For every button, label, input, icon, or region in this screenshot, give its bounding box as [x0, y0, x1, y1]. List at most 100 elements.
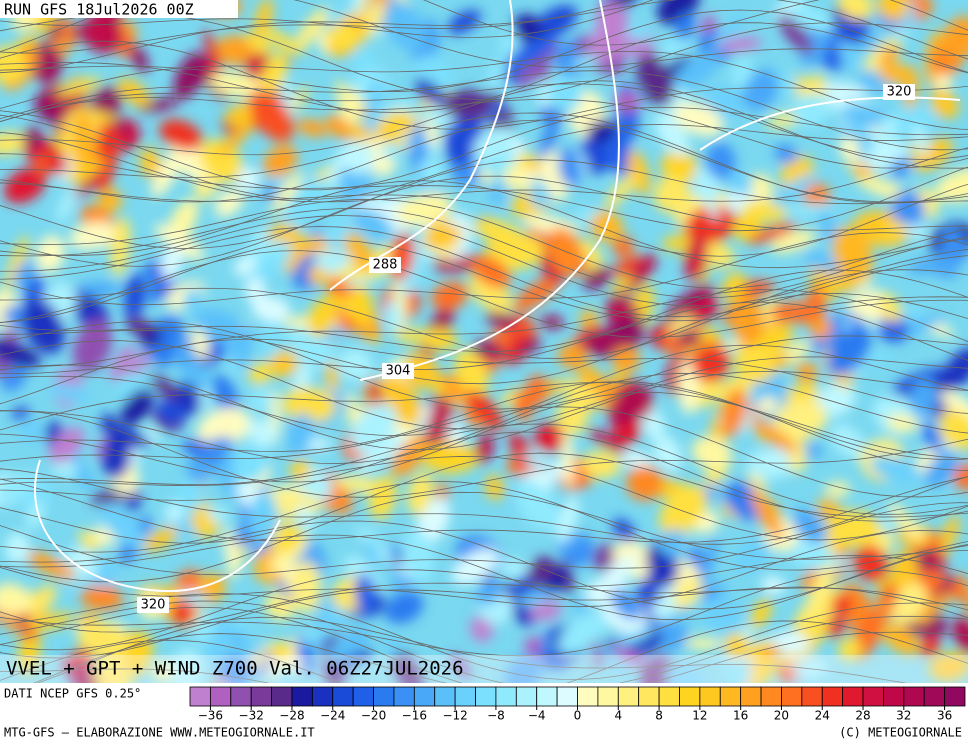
field-blob — [702, 595, 742, 632]
field-blob — [26, 501, 45, 529]
streamline — [0, 586, 968, 659]
field-blob — [435, 483, 450, 500]
field-blob — [929, 652, 968, 682]
field-blob — [771, 174, 815, 207]
field-blob — [830, 424, 865, 458]
field-blob — [641, 407, 665, 440]
field-blob — [788, 5, 836, 32]
streamline — [0, 112, 968, 204]
field-blob — [881, 623, 920, 656]
field-blob — [523, 451, 551, 465]
field-blob — [701, 536, 719, 581]
field-blob — [5, 235, 29, 290]
streamline — [0, 382, 968, 460]
field-blob — [674, 12, 696, 40]
field-blob — [143, 526, 178, 552]
colorbar-swatch — [250, 686, 272, 707]
streamline — [0, 452, 968, 544]
field-blob — [414, 78, 448, 107]
field-blob — [81, 13, 124, 54]
field-blob — [685, 637, 723, 650]
streamline — [33, 633, 448, 683]
field-blob — [921, 420, 944, 455]
run-box — [0, 0, 238, 18]
field-blob — [607, 385, 653, 425]
field-blob — [547, 77, 582, 113]
field-blob — [573, 597, 589, 614]
field-blob — [232, 442, 268, 484]
colorbar-swatch — [311, 686, 334, 707]
colorbar-swatch — [556, 686, 578, 707]
field-blob — [911, 590, 957, 621]
field-blob — [732, 212, 762, 242]
field-blob — [472, 340, 505, 360]
field-blob — [810, 317, 832, 340]
field-blob — [517, 41, 558, 89]
streamline — [0, 239, 968, 323]
field-blob — [248, 89, 294, 142]
colorbar-swatch — [679, 686, 701, 707]
contour-label: 304 — [386, 364, 411, 379]
field-blob — [11, 407, 31, 420]
field-blob — [613, 255, 643, 277]
streamline — [0, 70, 968, 151]
field-blob — [205, 618, 234, 664]
streamline — [0, 569, 968, 651]
streamline — [0, 320, 968, 410]
field-blob — [77, 621, 130, 658]
field-blob — [556, 395, 589, 436]
field-blob — [251, 295, 291, 322]
field-blob — [673, 576, 703, 610]
field-blob — [761, 576, 786, 594]
field-blob — [47, 383, 92, 403]
colorbar-swatch — [454, 686, 476, 707]
contour-label: 320 — [887, 85, 912, 100]
field-blob — [647, 555, 679, 590]
field-blob — [579, 309, 598, 327]
wind-streamlines — [0, 0, 968, 683]
colorbar-swatch — [434, 686, 456, 707]
colorbar-tick-label: −4 — [528, 709, 546, 723]
field-blob — [170, 599, 195, 626]
field-blob — [730, 170, 752, 196]
streamline — [0, 391, 968, 483]
field-blob — [582, 266, 613, 290]
field-blob — [253, 0, 273, 40]
field-blob — [692, 343, 730, 383]
field-blob — [761, 646, 781, 660]
field-blob — [721, 387, 747, 437]
streamline — [0, 182, 968, 257]
field-blob — [350, 403, 397, 454]
field-blob — [824, 482, 851, 497]
run-label: RUN GFS 18Jul2026 00Z — [4, 1, 194, 19]
colorbar-tick-label: 20 — [774, 709, 789, 723]
field-blob — [593, 543, 618, 572]
streamline — [0, 344, 968, 437]
field-blob — [282, 387, 336, 423]
field-blob — [72, 319, 113, 373]
streamline — [0, 0, 654, 38]
field-blob — [450, 653, 472, 679]
field-blob — [338, 88, 363, 126]
streamline — [0, 180, 968, 269]
colorbar-swatch — [495, 686, 517, 707]
colorbar-swatch — [515, 686, 538, 707]
field-blob — [941, 347, 968, 390]
field-blob — [18, 419, 45, 444]
field-blob — [466, 390, 504, 431]
field-blob — [451, 548, 499, 585]
field-blob — [940, 390, 968, 425]
field-blob — [137, 98, 179, 113]
field-blob — [293, 7, 329, 52]
streamline — [0, 381, 968, 471]
field-blob — [821, 82, 868, 100]
colorbar-swatch — [373, 686, 395, 707]
colorbar-tick-label: 8 — [655, 709, 663, 723]
streamline — [0, 364, 968, 451]
field-blob — [674, 53, 720, 89]
field-blob — [756, 325, 794, 352]
field-blob — [351, 208, 393, 238]
streamline — [0, 153, 968, 232]
field-blob — [882, 222, 907, 238]
colorbar-swatch — [883, 686, 905, 707]
